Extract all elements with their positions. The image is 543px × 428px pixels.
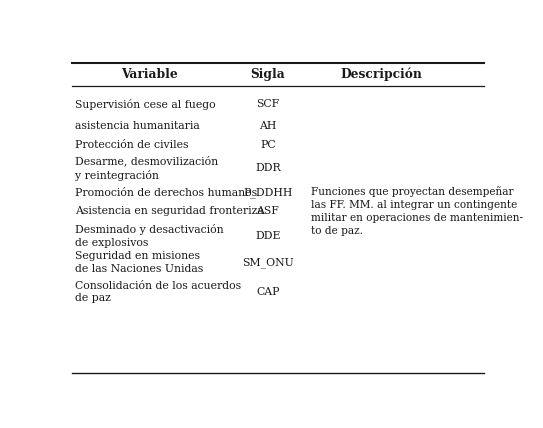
Text: Funciones que proyectan desempeñar
las FF. MM. al integrar un contingente
milita: Funciones que proyectan desempeñar las F… bbox=[311, 186, 523, 236]
Text: ASF: ASF bbox=[256, 206, 279, 216]
Text: Descripción: Descripción bbox=[340, 68, 422, 81]
Text: Seguridad en misiones
de las Naciones Unidas: Seguridad en misiones de las Naciones Un… bbox=[75, 251, 204, 273]
Text: DDE: DDE bbox=[255, 231, 281, 241]
Text: asistencia humanitaria: asistencia humanitaria bbox=[75, 121, 200, 131]
Text: Promoción de derechos humanos: Promoción de derechos humanos bbox=[75, 188, 257, 198]
Text: Asistencia en seguridad fronteriza: Asistencia en seguridad fronteriza bbox=[75, 206, 264, 216]
Text: SM_ONU: SM_ONU bbox=[242, 257, 294, 268]
Text: Desarme, desmovilización
y reintegración: Desarme, desmovilización y reintegración bbox=[75, 156, 219, 181]
Text: Desminado y desactivación
de explosivos: Desminado y desactivación de explosivos bbox=[75, 224, 224, 248]
Text: Variable: Variable bbox=[122, 68, 178, 81]
Text: P_DDHH: P_DDHH bbox=[243, 188, 293, 199]
Text: Sigla: Sigla bbox=[250, 68, 285, 81]
Text: DDR: DDR bbox=[255, 163, 281, 173]
Text: PC: PC bbox=[260, 140, 276, 150]
Text: Protección de civiles: Protección de civiles bbox=[75, 140, 189, 150]
Text: CAP: CAP bbox=[256, 287, 280, 297]
Text: Supervisión cese al fuego: Supervisión cese al fuego bbox=[75, 98, 216, 110]
Text: Consolidación de los acuerdos
de paz: Consolidación de los acuerdos de paz bbox=[75, 280, 242, 303]
Text: SCF: SCF bbox=[256, 99, 280, 109]
Text: AH: AH bbox=[259, 121, 276, 131]
